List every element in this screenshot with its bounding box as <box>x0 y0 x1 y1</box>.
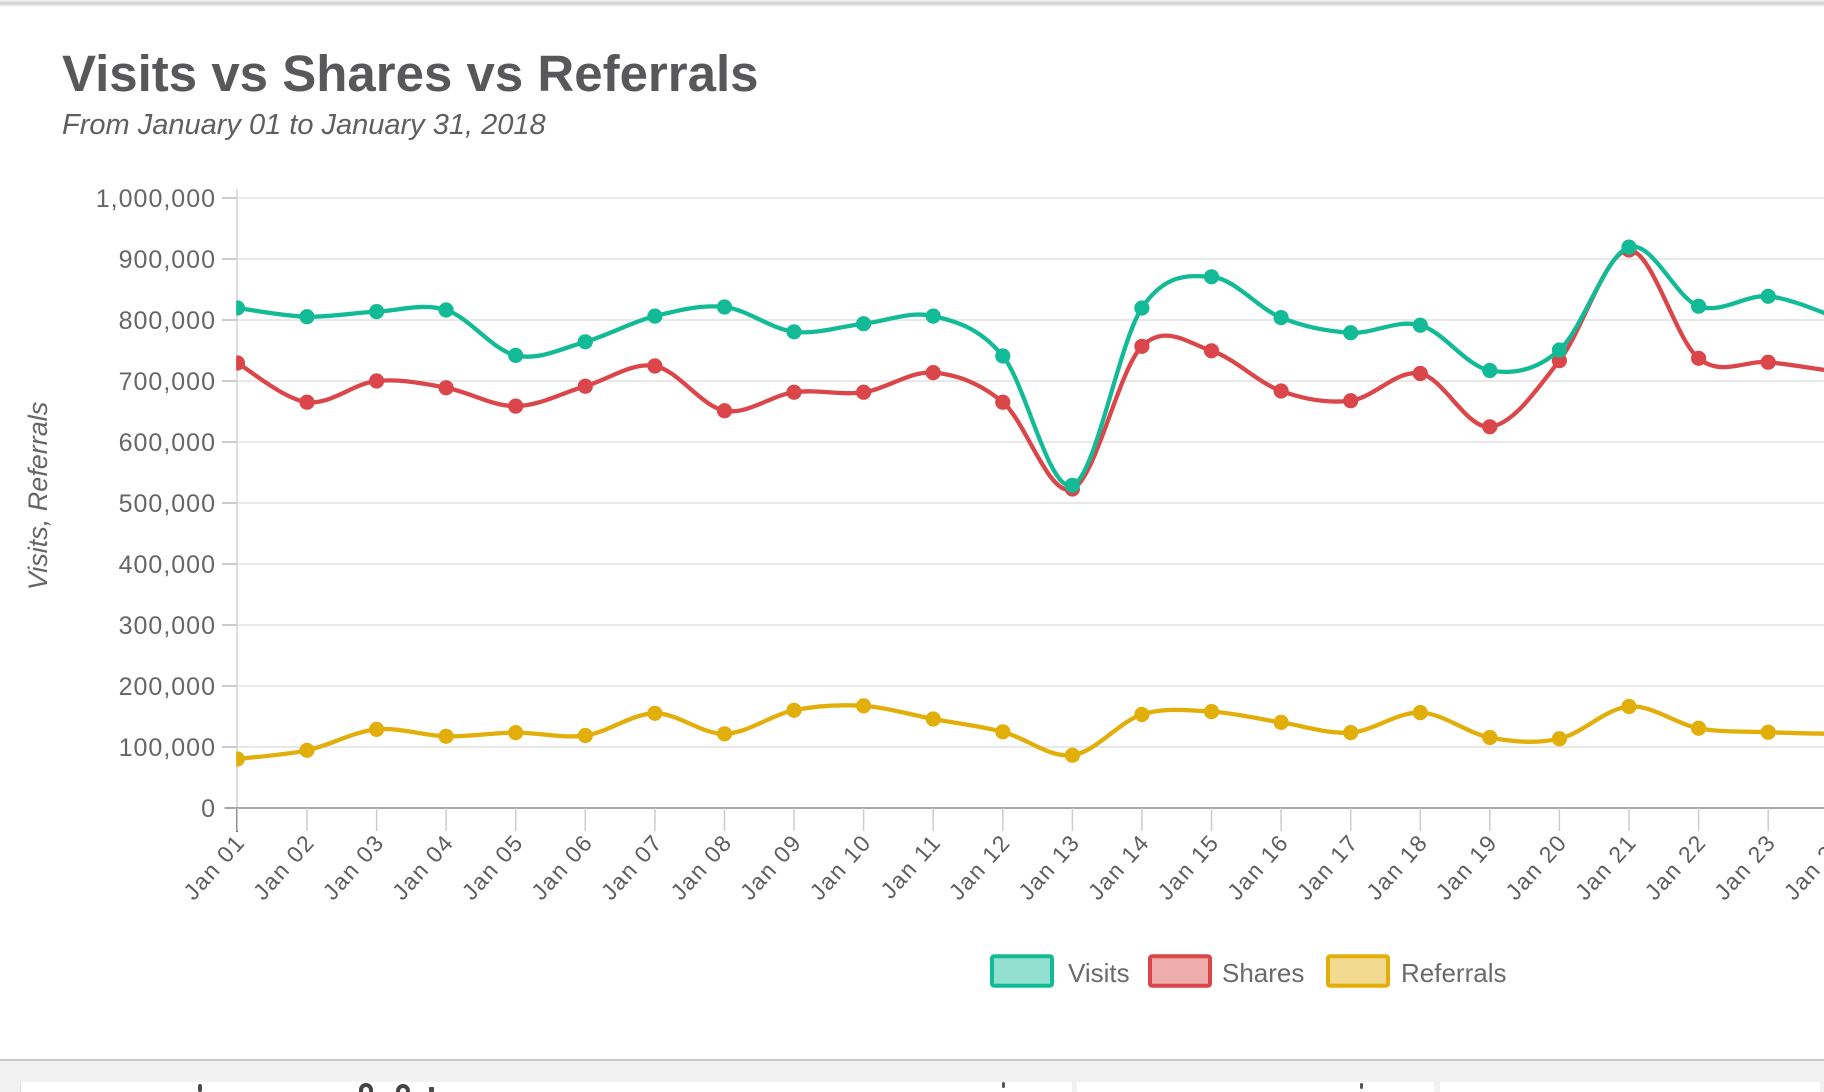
svg-text:Jan 14: Jan 14 <box>1083 829 1155 905</box>
svg-text:Jan 08: Jan 08 <box>665 829 737 905</box>
svg-text:Jan 20: Jan 20 <box>1500 829 1572 905</box>
svg-text:400,000: 400,000 <box>119 551 216 579</box>
svg-text:0: 0 <box>201 795 216 823</box>
svg-text:Visits, Referrals: Visits, Referrals <box>23 402 53 591</box>
svg-text:500,000: 500,000 <box>119 490 216 518</box>
svg-text:Jan 10: Jan 10 <box>804 829 876 905</box>
svg-text:600,000: 600,000 <box>119 429 216 457</box>
svg-text:Referrals: Referrals <box>1401 958 1506 988</box>
svg-text:700,000: 700,000 <box>119 368 216 396</box>
svg-text:Jan 09: Jan 09 <box>735 829 807 905</box>
svg-text:Shares: Shares <box>1222 958 1304 988</box>
svg-text:1,000,000: 1,000,000 <box>96 185 216 213</box>
svg-text:Jan 24: Jan 24 <box>1778 829 1824 905</box>
svg-text:Jan 22: Jan 22 <box>1639 829 1711 905</box>
svg-text:Jan 13: Jan 13 <box>1013 829 1085 905</box>
svg-text:Jan 12: Jan 12 <box>944 829 1016 905</box>
svg-text:200,000: 200,000 <box>119 673 216 701</box>
svg-text:Jan 02: Jan 02 <box>248 829 320 905</box>
svg-text:Jan 07: Jan 07 <box>596 829 668 905</box>
svg-text:Jan 15: Jan 15 <box>1152 829 1224 905</box>
svg-text:Jan 18: Jan 18 <box>1361 829 1433 905</box>
svg-text:Jan 19: Jan 19 <box>1431 829 1503 905</box>
svg-text:900,000: 900,000 <box>119 246 216 274</box>
svg-text:Jan 23: Jan 23 <box>1709 829 1781 905</box>
svg-text:Jan 11: Jan 11 <box>875 829 946 904</box>
svg-text:Jan 16: Jan 16 <box>1222 829 1294 905</box>
svg-text:Jan 03: Jan 03 <box>317 829 389 905</box>
svg-text:Jan 01: Jan 01 <box>178 829 250 905</box>
svg-text:Jan 04: Jan 04 <box>387 829 459 905</box>
svg-text:Jan 06: Jan 06 <box>526 829 598 905</box>
svg-text:Jan 17: Jan 17 <box>1291 829 1363 905</box>
svg-text:100,000: 100,000 <box>119 734 216 762</box>
svg-text:800,000: 800,000 <box>119 307 216 335</box>
svg-text:300,000: 300,000 <box>119 612 216 640</box>
svg-text:Jan 21: Jan 21 <box>1570 829 1642 905</box>
svg-text:Visits: Visits <box>1068 958 1130 988</box>
svg-text:Jan 05: Jan 05 <box>456 829 528 905</box>
